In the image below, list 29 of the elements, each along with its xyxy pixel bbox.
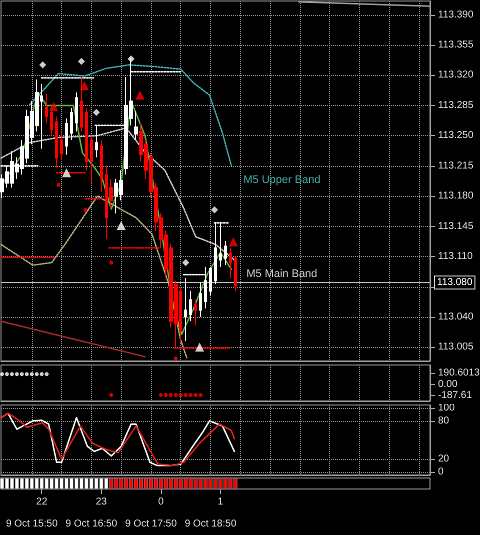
y-tick-label: 113.355: [438, 40, 474, 51]
x-tick-label: 9 Oct 15:50: [6, 518, 58, 530]
x2-tick-label: 1: [218, 496, 224, 508]
y-tick-label: 80: [438, 415, 450, 426]
y-tick-label: 113.180: [438, 190, 474, 202]
y-tick-label: 113.390: [438, 9, 474, 20]
series-label: M5 Upper Band: [243, 174, 320, 186]
y-tick-label: 190.6013: [438, 367, 480, 378]
y-tick-label: 0: [438, 466, 444, 478]
y-tick-label: 113.320: [438, 70, 474, 81]
y-tick-label: 113.110: [438, 251, 474, 262]
y-tick-label: 113.040: [438, 311, 474, 322]
x-tick-label: 9 Oct 17:50: [125, 518, 178, 530]
y-tick-label: 113.215: [438, 160, 474, 172]
x-tick-label: 9 Oct 16:50: [66, 518, 118, 530]
ref-line-label: 113.080: [437, 276, 473, 288]
y-tick-label: 113.250: [438, 130, 474, 142]
x-tick-label: 9 Oct 18:50: [184, 518, 237, 530]
x2-tick-label: 22: [36, 496, 48, 508]
y-tick-label: 0.00: [438, 378, 458, 390]
y-tick-label: 113.005: [438, 342, 474, 353]
y-tick-label: -187.61: [438, 390, 472, 401]
y-tick-label: 113.285: [438, 100, 474, 111]
y-tick-label: 20: [438, 454, 450, 465]
x2-tick-label: 0: [158, 496, 164, 508]
x2-tick-label: 23: [96, 496, 108, 508]
y-tick-label: 100: [438, 402, 456, 414]
y-tick-label: 113.145: [438, 220, 474, 232]
series-label: M5 Main Band: [246, 268, 318, 280]
